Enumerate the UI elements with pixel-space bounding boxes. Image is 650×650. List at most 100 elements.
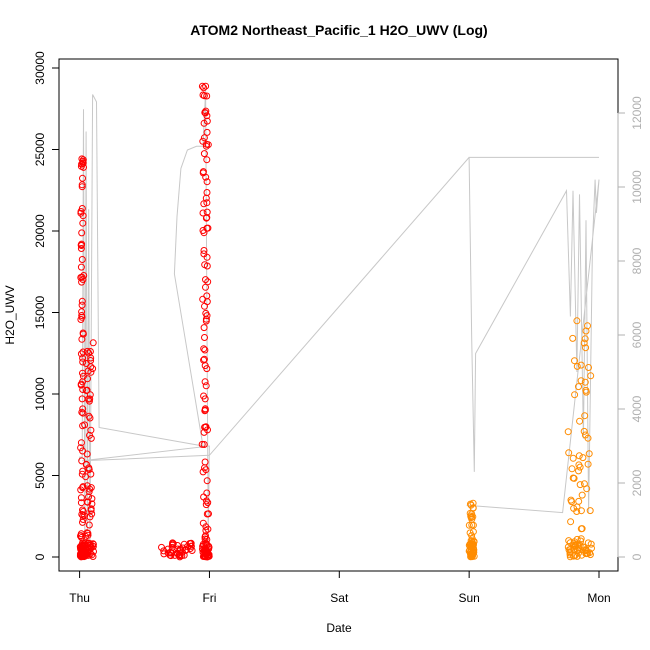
data-point [203, 312, 211, 320]
data-point [85, 412, 93, 420]
data-point [571, 551, 579, 559]
data-point [174, 550, 182, 558]
data-point [568, 465, 576, 473]
data-point [202, 539, 209, 547]
data-point [466, 529, 474, 537]
data-point [79, 358, 87, 366]
data-point [564, 428, 572, 436]
x-tick-label: Mon [587, 591, 610, 605]
data-point [203, 477, 211, 485]
data-point [89, 339, 97, 347]
y-axis-label: H2O_UWV [3, 285, 17, 344]
data-point [579, 454, 587, 462]
data-point [81, 421, 89, 429]
data-point [200, 247, 208, 254]
data-point [581, 335, 589, 343]
data-point [77, 494, 85, 502]
data-point [578, 525, 586, 533]
data-point [205, 510, 212, 518]
data-point [578, 491, 586, 499]
data-point [571, 391, 579, 399]
data-point [587, 372, 595, 380]
data-point [581, 431, 589, 439]
data-point [87, 354, 95, 362]
data-point [582, 388, 590, 396]
data-point [566, 548, 574, 556]
data-point [79, 518, 86, 526]
secondary-line [79, 90, 600, 546]
data-point [203, 117, 211, 125]
data-point [586, 507, 594, 515]
data-point [200, 250, 208, 258]
data-point [570, 474, 578, 482]
data-point [578, 551, 586, 559]
x-tick-label: Sat [330, 591, 349, 605]
data-point [584, 322, 591, 330]
data-point [203, 189, 211, 196]
data-point [164, 549, 172, 557]
data-point [202, 283, 209, 291]
data-point [201, 464, 208, 472]
data-point [202, 527, 210, 534]
x-axis: Thu Fri Sat Sun Mon [69, 570, 611, 605]
data-point [78, 183, 86, 191]
data-point [202, 194, 210, 202]
x-tick-label: Thu [69, 591, 90, 605]
data-point [575, 467, 582, 475]
data-point [199, 91, 207, 99]
data-point [203, 365, 211, 373]
data-point [567, 496, 575, 504]
data-point [575, 383, 582, 391]
data-point [78, 181, 86, 189]
data-point [202, 523, 210, 531]
data-point [79, 330, 87, 338]
data-point [87, 426, 95, 434]
y-tick-label-left: 15000 [33, 295, 47, 329]
data-point [465, 521, 473, 529]
data-point [83, 450, 91, 458]
data-point [199, 209, 207, 217]
data-point [565, 546, 573, 554]
data-point [202, 276, 209, 284]
data-point [203, 128, 211, 136]
data-point [201, 458, 209, 466]
data-point [79, 354, 87, 362]
y-tick-label-right: 0 [630, 553, 644, 560]
data-point [470, 545, 478, 553]
data-point [88, 495, 96, 503]
data-point [585, 364, 592, 371]
data-point [78, 229, 86, 237]
data-point [202, 142, 210, 150]
data-point [87, 434, 95, 442]
x-tick-label: Fri [202, 591, 216, 605]
data-point [200, 324, 208, 332]
data-point [78, 205, 86, 212]
data-point [82, 387, 90, 394]
data-point [79, 159, 87, 167]
data-point [202, 107, 210, 115]
data-point [83, 347, 91, 355]
data-point [577, 361, 585, 369]
data-point [203, 156, 211, 164]
data-point [581, 412, 589, 420]
data-point [581, 378, 589, 386]
y-tick-label-right: 4000 [630, 395, 644, 422]
data-point [85, 521, 93, 529]
data-point [571, 357, 578, 365]
data-point [187, 539, 195, 547]
y-tick-label-left: 25000 [33, 132, 47, 166]
data-point [85, 493, 93, 501]
y-tick-label-left: 30000 [33, 51, 47, 85]
data-point [89, 365, 97, 373]
data-point [567, 518, 575, 526]
data-point [200, 356, 208, 364]
data-point [82, 461, 90, 469]
data-point [87, 506, 95, 514]
data-point [204, 499, 212, 507]
data-point [79, 409, 87, 417]
data-point [77, 532, 84, 540]
data-point [199, 169, 207, 177]
data-point [86, 414, 94, 422]
data-point [573, 362, 581, 370]
